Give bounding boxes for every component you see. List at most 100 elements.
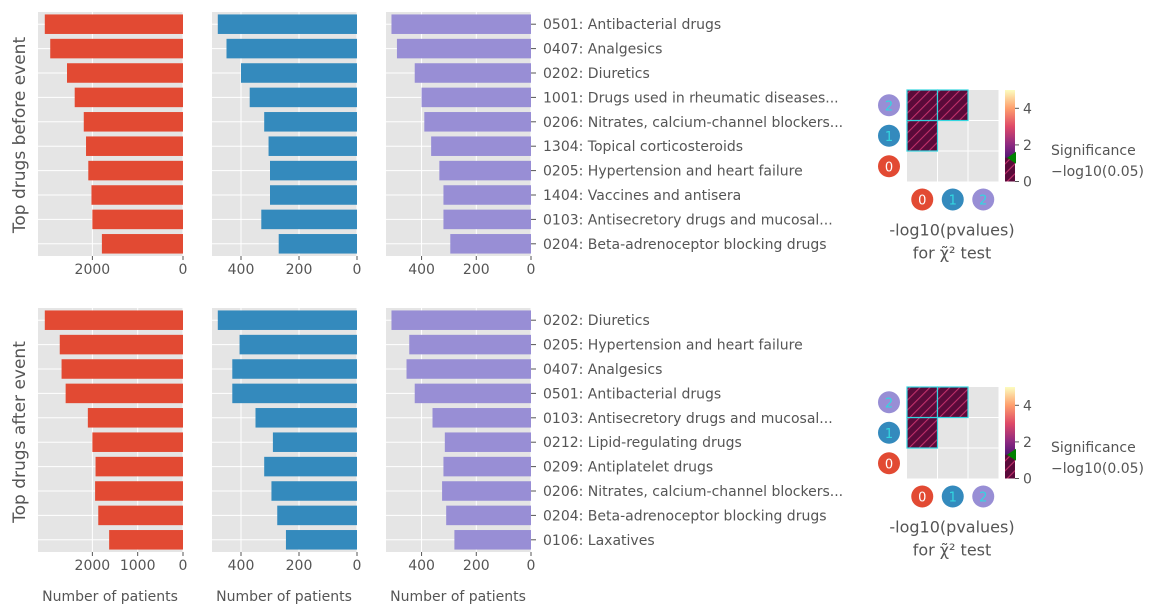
bar xyxy=(86,136,183,156)
row-title-before: Top drugs before event xyxy=(10,37,30,235)
bar xyxy=(59,334,183,355)
colorbar-label-line2: −log10(0.05) xyxy=(1051,461,1144,477)
group-marker-label: 1 xyxy=(885,427,893,442)
category-label: 0209: Antiplatelet drugs xyxy=(543,460,713,476)
x-tick-label: 2000 xyxy=(75,558,111,574)
x-tick-label: 0 xyxy=(353,558,362,574)
category-label: 0501: Antibacterial drugs xyxy=(543,17,721,33)
group-marker-y xyxy=(878,124,900,147)
colorbar-hatch xyxy=(1005,454,1015,479)
bar xyxy=(239,334,357,355)
group-marker-x xyxy=(911,188,934,211)
category-label: 1001: Drugs used in rheumatic diseases..… xyxy=(543,90,839,106)
bar xyxy=(92,209,183,230)
bar xyxy=(278,234,357,254)
bar xyxy=(444,432,531,452)
x-label-panel-2: Number of patients xyxy=(216,589,352,605)
colorbar xyxy=(1005,90,1015,182)
x-tick-label: 0 xyxy=(527,558,536,574)
bar xyxy=(439,160,531,181)
category-label: 0407: Analgesics xyxy=(543,362,662,378)
bar xyxy=(268,136,357,156)
bar xyxy=(87,408,183,428)
heatmap-cell-significant xyxy=(936,386,969,419)
colorbar-tick-label: 2 xyxy=(1023,435,1032,451)
bar xyxy=(92,432,183,452)
x-tick-label: 400 xyxy=(408,558,435,574)
heatmap-title-line2: for χ̃² test xyxy=(913,541,992,560)
category-label: 0205: Hypertension and heart failure xyxy=(543,338,803,354)
group-marker-label: 0 xyxy=(885,160,893,175)
group-marker-label: 2 xyxy=(979,194,987,209)
category-label: 0205: Hypertension and heart failure xyxy=(543,164,803,180)
colorbar-label-line1: Significance xyxy=(1051,440,1136,456)
group-marker-y xyxy=(878,155,900,178)
category-label: 0501: Antibacterial drugs xyxy=(543,386,721,402)
category-label: 0103: Antisecretory drugs and mucosal... xyxy=(543,212,833,228)
colorbar-label-line2: −log10(0.05) xyxy=(1051,164,1144,180)
bar xyxy=(272,432,357,452)
bar xyxy=(443,209,531,230)
bar xyxy=(450,234,531,254)
group-marker-label: 0 xyxy=(918,491,926,506)
x-tick-label: 2000 xyxy=(75,262,111,278)
category-label: 1304: Topical corticosteroids xyxy=(543,139,743,155)
heatmap-cell-significant xyxy=(906,386,939,419)
bar xyxy=(217,14,357,34)
x-label-panel-3: Number of patients xyxy=(390,589,526,605)
bar xyxy=(101,234,183,254)
bar xyxy=(249,87,357,108)
bar xyxy=(277,505,357,526)
row-title-after: Top drugs after event xyxy=(10,341,30,524)
colorbar-label-line1: Significance xyxy=(1051,143,1136,159)
heatmap-cell-significant xyxy=(906,89,939,122)
category-label: 0202: Diuretics xyxy=(543,66,650,82)
colorbar xyxy=(1005,387,1015,479)
bar xyxy=(95,481,183,501)
bar xyxy=(443,456,531,477)
x-tick-label: 0 xyxy=(179,558,188,574)
bar xyxy=(406,359,531,379)
bar xyxy=(217,310,357,330)
category-label: 0206: Nitrates, calcium-channel blockers… xyxy=(543,115,843,131)
heatmap-title-line1: -log10(pvalues) xyxy=(889,221,1014,240)
bar xyxy=(443,185,531,205)
x-tick-label: 1000 xyxy=(120,558,156,574)
bar xyxy=(264,112,357,132)
bar xyxy=(270,185,357,205)
bar xyxy=(391,14,531,34)
bar xyxy=(414,63,531,83)
bar xyxy=(232,383,357,404)
group-marker-label: 2 xyxy=(979,491,987,506)
bar xyxy=(285,530,357,550)
group-marker-x xyxy=(972,485,995,508)
bar xyxy=(446,505,531,526)
bar xyxy=(442,481,531,501)
category-label: 0407: Analgesics xyxy=(543,42,662,58)
bar xyxy=(421,87,531,108)
bar xyxy=(431,136,531,156)
bar xyxy=(83,112,183,132)
group-marker-y xyxy=(878,421,900,444)
colorbar-tick-label: 4 xyxy=(1023,398,1032,414)
heatmap-cell-significant xyxy=(906,119,939,152)
bar xyxy=(65,383,183,404)
x-tick-label: 200 xyxy=(286,558,313,574)
bar xyxy=(91,185,183,205)
category-label: 1404: Vaccines and antisera xyxy=(543,188,741,204)
bar xyxy=(95,456,183,477)
bar xyxy=(61,359,183,379)
group-marker-label: 0 xyxy=(885,457,893,472)
category-label: 0204: Beta-adrenoceptor blocking drugs xyxy=(543,237,827,253)
category-label: 0212: Lipid-regulating drugs xyxy=(543,435,742,451)
bar xyxy=(409,334,531,355)
group-marker-y xyxy=(878,452,900,475)
group-marker-x xyxy=(941,188,964,211)
bar xyxy=(67,63,183,83)
bar xyxy=(50,38,183,59)
bar xyxy=(424,112,531,132)
bar xyxy=(261,209,357,230)
heatmap-title-line1: -log10(pvalues) xyxy=(889,518,1014,537)
bar xyxy=(241,63,357,83)
